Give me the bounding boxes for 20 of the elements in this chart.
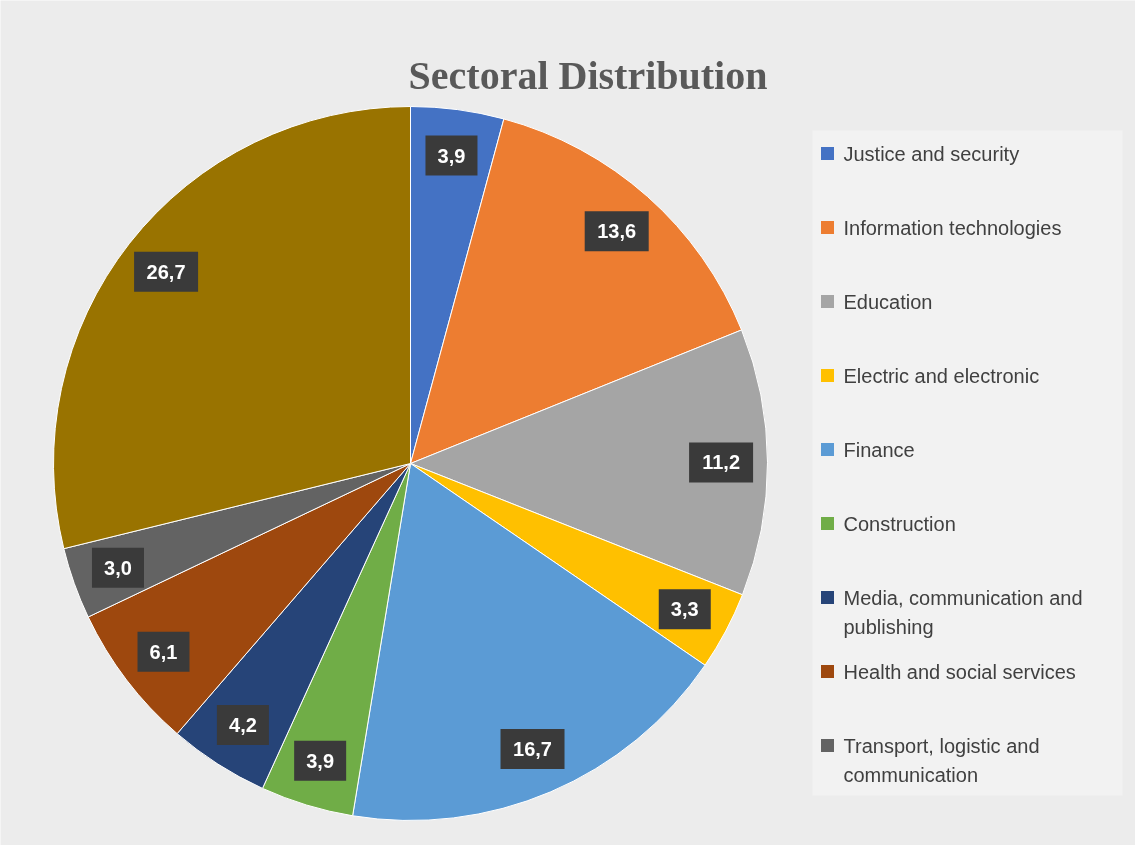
legend-label: Electric and electronic bbox=[843, 364, 1040, 387]
data-label: 26,7 bbox=[146, 260, 186, 283]
legend-label: Transport, logistic and communication bbox=[843, 734, 1040, 786]
data-label: 16,7 bbox=[513, 738, 552, 761]
chart-title: Sectoral Distribution bbox=[408, 53, 768, 98]
legend-label: Construction bbox=[843, 512, 956, 535]
data-label: 3,3 bbox=[670, 598, 699, 621]
data-label: 13,6 bbox=[597, 220, 637, 243]
legend-label: Information technologies bbox=[843, 216, 1062, 239]
data-label: 11,2 bbox=[702, 451, 741, 474]
legend-label: Media, communication and publishing bbox=[843, 586, 1083, 638]
data-label: 3,9 bbox=[306, 749, 335, 772]
legend-label: Justice and security bbox=[843, 142, 1020, 165]
legend-label: Finance bbox=[843, 438, 915, 461]
data-label: 4,2 bbox=[229, 713, 257, 736]
legend-label: Education bbox=[843, 290, 933, 313]
data-label: 3,0 bbox=[104, 556, 132, 579]
legend-label: Health and social services bbox=[843, 660, 1076, 683]
data-label: 6,1 bbox=[149, 640, 178, 663]
data-label: 3,9 bbox=[437, 144, 466, 167]
